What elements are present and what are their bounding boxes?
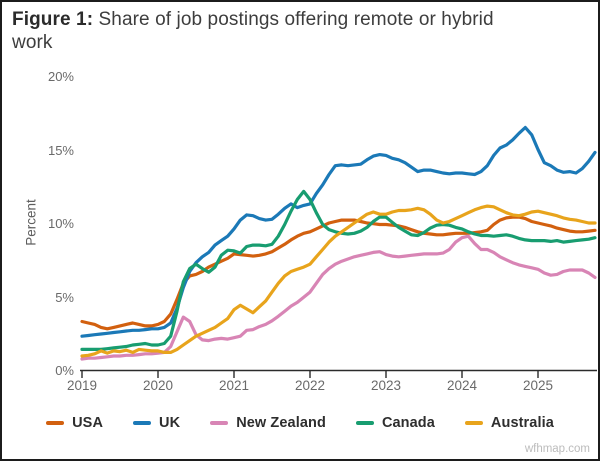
y-tick-label: 0%	[55, 363, 74, 378]
series-lines	[80, 125, 597, 361]
x-axis	[80, 369, 597, 378]
series-line-usa	[80, 215, 597, 331]
figure-title-prefix: Figure 1:	[12, 9, 94, 30]
figure-title-text: Share of job postings offering remote or…	[12, 9, 494, 54]
legend-item-new-zealand: New Zealand	[210, 415, 326, 431]
x-tick-label: 2022	[294, 378, 326, 393]
y-tick-label: 5%	[55, 289, 74, 305]
y-tick-label: 10%	[47, 216, 74, 231]
legend-item-australia: Australia	[464, 415, 554, 431]
legend-label-uk: UK	[159, 415, 181, 431]
watermark-url: wfhmap.com	[524, 443, 590, 455]
legend-swatch-uk	[133, 421, 152, 425]
series-line-uk	[80, 125, 597, 338]
legend-item-usa: USA	[46, 415, 103, 431]
legend-swatch-canada	[355, 421, 374, 425]
legend-swatch-new-zealand	[210, 421, 229, 425]
series-line-australia	[80, 204, 597, 358]
x-tick-label: 2025	[522, 378, 554, 393]
legend-label-australia: Australia	[490, 415, 554, 431]
legend: USA UK New Zealand Canada Australia	[2, 415, 598, 431]
legend-label-usa: USA	[72, 415, 104, 431]
legend-item-canada: Canada	[355, 415, 435, 431]
legend-swatch-australia	[464, 421, 483, 425]
x-tick-label: 2020	[142, 378, 174, 393]
x-tick-label: 2023	[370, 378, 402, 393]
series-line-new-zealand	[80, 234, 597, 361]
figure-title: Figure 1: Share of job postings offering…	[12, 8, 512, 54]
x-tick-label: 2019	[66, 378, 98, 393]
x-tick-label: 2024	[446, 378, 478, 393]
legend-item-uk: UK	[133, 415, 180, 431]
x-tick-label: 2021	[218, 378, 250, 393]
legend-swatch-usa	[46, 421, 65, 425]
legend-label-canada: Canada	[381, 415, 435, 431]
y-tick-label: 15%	[47, 142, 74, 158]
y-tick-label: 20%	[47, 69, 74, 84]
legend-label-new-zealand: New Zealand	[236, 415, 326, 431]
